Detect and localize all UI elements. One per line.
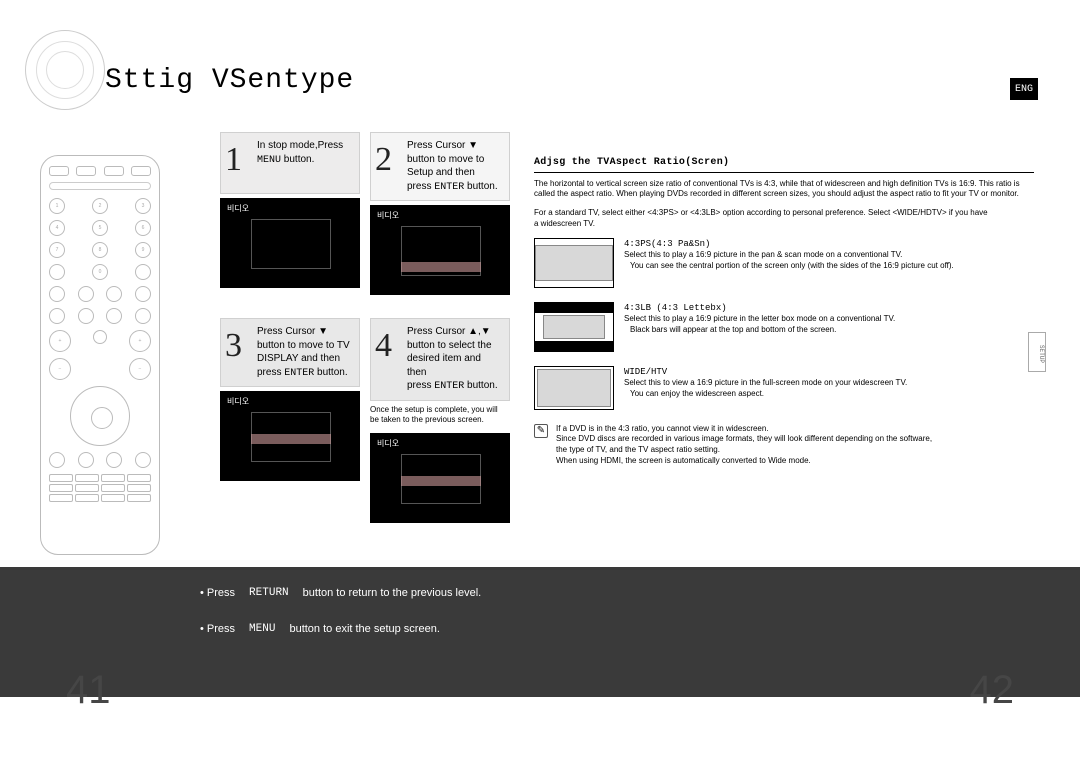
step-screen: 비디오 bbox=[220, 391, 360, 481]
step-1: 1 In stop mode,Press MENU button. 비디오 bbox=[220, 132, 360, 288]
note-line: When using HDMI, the screen is automatic… bbox=[556, 456, 811, 465]
step-note: Once the setup is complete, you will bbox=[370, 405, 498, 414]
note-block: ✎ If a DVD is in the 4:3 ratio, you cann… bbox=[534, 424, 1034, 467]
note-line: Since DVD discs are recorded in various … bbox=[556, 434, 932, 443]
lang-badge: ENG bbox=[1010, 78, 1038, 100]
aspect-thumb bbox=[534, 302, 614, 352]
step-text: button. bbox=[317, 367, 348, 378]
option-desc: Select this to view a 16:9 picture in th… bbox=[624, 378, 907, 387]
intro-para: The horizontal to vertical screen size r… bbox=[534, 179, 1034, 201]
option-desc: You can see the central portion of the s… bbox=[630, 261, 954, 270]
menu-label: MENU bbox=[249, 623, 275, 635]
step-text: Press Cursor ▲,▼ bbox=[407, 326, 491, 337]
aspect-option-lb: 4:3LB (4:3 Lettebx) Select this to play … bbox=[534, 302, 1034, 352]
step-text: button. bbox=[467, 380, 498, 391]
aspect-thumb bbox=[534, 366, 614, 410]
step-number: 2 bbox=[375, 137, 392, 183]
enter-label: ENTER bbox=[284, 368, 314, 379]
step-3: 3 Press Cursor ▼ button to move to TV DI… bbox=[220, 318, 360, 481]
step-text: press bbox=[407, 181, 431, 192]
step-number: 4 bbox=[375, 323, 392, 369]
step-text: Press Cursor ▼ bbox=[407, 140, 478, 151]
step-note: be taken to the previous screen. bbox=[370, 415, 484, 424]
return-label: RETURN bbox=[249, 587, 289, 599]
aspect-option-ps: 4:3PS(4:3 Pa&Sn) Select this to play a 1… bbox=[534, 238, 1034, 288]
note-line: the type of TV, and the TV aspect ratio … bbox=[556, 445, 720, 454]
step-screen: 비디오 bbox=[370, 205, 510, 295]
band-text: button to return to the previous level. bbox=[303, 587, 482, 599]
remote-illustration: 123 456 789 0 + + − − bbox=[40, 155, 160, 555]
option-name: WIDE/HTV bbox=[624, 366, 907, 378]
page-number-right: 42 bbox=[970, 668, 1015, 713]
step-text: desired item and then bbox=[407, 353, 481, 378]
step-number: 1 bbox=[225, 137, 242, 183]
option-desc: Select this to play a 16:9 picture in th… bbox=[624, 250, 902, 259]
band-text: button to exit the setup screen. bbox=[289, 623, 439, 635]
enter-label: ENTER bbox=[434, 381, 464, 392]
step-text: button to move to TV bbox=[257, 340, 350, 351]
step-text: DISPLAY and then bbox=[257, 353, 340, 364]
side-tab: SETUP bbox=[1028, 332, 1046, 372]
band-text: Press bbox=[207, 623, 235, 635]
note-icon: ✎ bbox=[534, 424, 548, 438]
step-text: In stop mode,Press bbox=[257, 140, 343, 151]
step-screen: 비디오 bbox=[220, 198, 360, 288]
decorative-swirl bbox=[25, 30, 105, 110]
aspect-ratio-section: Adjsg the TVAspect Ratio(Scren) The hori… bbox=[534, 156, 1034, 467]
option-desc: Select this to play a 16:9 picture in th… bbox=[624, 314, 895, 323]
step-text: press bbox=[257, 367, 281, 378]
step-text: Press Cursor ▼ bbox=[257, 326, 328, 337]
intro-para: For a standard TV, select either <4:3PS>… bbox=[534, 208, 988, 217]
menu-label: MENU bbox=[257, 155, 281, 166]
step-2: 2 Press Cursor ▼ button to move to Setup… bbox=[370, 132, 510, 295]
option-desc: You can enjoy the widescreen aspect. bbox=[630, 389, 764, 398]
step-text: button. bbox=[284, 154, 315, 165]
option-name: 4:3PS(4:3 Pa&Sn) bbox=[624, 238, 954, 250]
intro-para: a widescreen TV. bbox=[534, 219, 595, 228]
step-text: button to move to bbox=[407, 154, 484, 165]
aspect-thumb bbox=[534, 238, 614, 288]
band-text: Press bbox=[207, 587, 235, 599]
footer-band: • Press RETURN button to return to the p… bbox=[0, 567, 1080, 697]
step-text: Setup and then bbox=[407, 167, 475, 178]
enter-label: ENTER bbox=[434, 182, 464, 193]
option-desc: Black bars will appear at the top and bo… bbox=[630, 325, 836, 334]
aspect-option-wide: WIDE/HTV Select this to view a 16:9 pict… bbox=[534, 366, 1034, 410]
step-screen: 비디오 bbox=[370, 433, 510, 523]
note-line: If a DVD is in the 4:3 ratio, you cannot… bbox=[556, 424, 769, 433]
step-text: press bbox=[407, 380, 431, 391]
step-text: button. bbox=[467, 181, 498, 192]
step-4: 4 Press Cursor ▲,▼ button to select the … bbox=[370, 318, 510, 523]
section-heading: Adjsg the TVAspect Ratio(Scren) bbox=[534, 156, 1034, 173]
step-text: button to select the bbox=[407, 340, 492, 351]
page-title: Sttig VSentype bbox=[105, 65, 354, 96]
option-name: 4:3LB (4:3 Lettebx) bbox=[624, 302, 895, 314]
step-number: 3 bbox=[225, 323, 242, 369]
page-number-left: 41 bbox=[66, 668, 111, 713]
